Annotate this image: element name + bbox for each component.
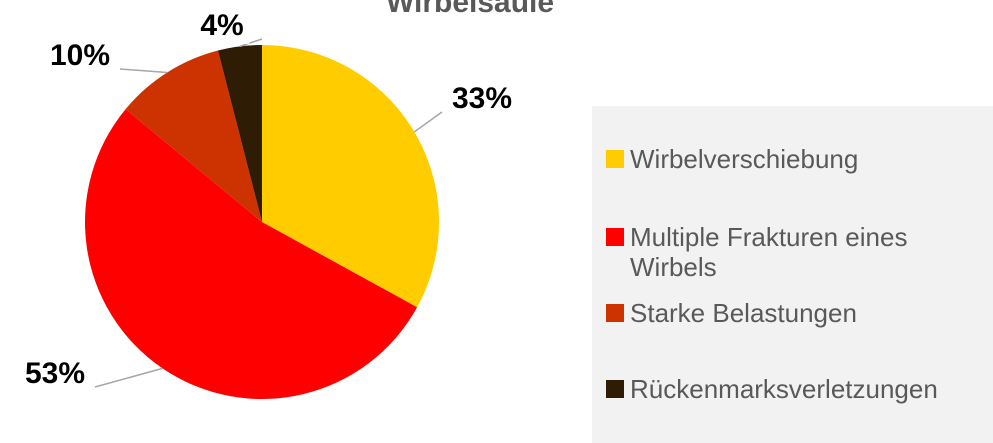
legend-item: Multiple Frakturen eines Wirbels bbox=[606, 222, 986, 282]
data-label-box bbox=[43, 36, 117, 74]
legend-swatch bbox=[606, 228, 624, 246]
leader-line bbox=[239, 38, 263, 48]
leader-line bbox=[119, 68, 168, 74]
legend-label: Multiple Frakturen eines Wirbels bbox=[630, 222, 908, 282]
legend-swatch bbox=[606, 304, 624, 322]
legend-item: Starke Belastungen bbox=[606, 298, 986, 328]
legend-swatch bbox=[606, 380, 624, 398]
pie-slice bbox=[85, 109, 418, 399]
legend-item: Wirbelverschiebung bbox=[606, 144, 986, 174]
legend-swatch bbox=[606, 150, 624, 168]
data-label: 4% bbox=[200, 9, 243, 42]
legend-item: Rückenmarksverletzungen bbox=[606, 374, 986, 404]
chart-title: Wirbelsäule bbox=[386, 0, 554, 19]
pie-slice bbox=[125, 50, 262, 223]
data-label-box bbox=[445, 79, 519, 117]
pie-slice bbox=[217, 45, 262, 222]
data-label: 53% bbox=[25, 357, 85, 390]
leader-line bbox=[413, 111, 443, 133]
legend-label: Starke Belastungen bbox=[630, 298, 857, 328]
pie-slice bbox=[262, 45, 440, 308]
data-label-box bbox=[194, 6, 250, 44]
data-label: 33% bbox=[452, 82, 512, 115]
legend-label: Rückenmarksverletzungen bbox=[630, 374, 938, 404]
data-label-box bbox=[18, 354, 92, 392]
data-label: 10% bbox=[50, 39, 110, 72]
legend-label: Wirbelverschiebung bbox=[630, 144, 859, 174]
legend: Wirbelverschiebung Multiple Frakturen ein… bbox=[592, 106, 993, 443]
leader-line bbox=[94, 367, 163, 388]
